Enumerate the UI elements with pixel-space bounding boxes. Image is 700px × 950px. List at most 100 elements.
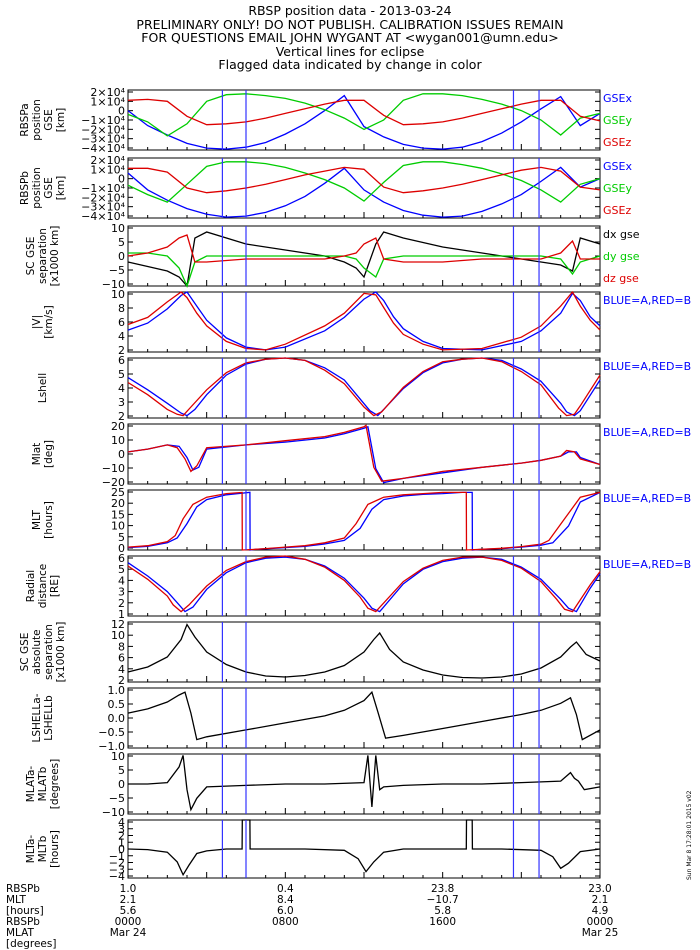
legend-entry: dx gse <box>603 228 640 241</box>
y-axis-label: RBSPa <box>19 103 31 136</box>
series-line-A <box>127 357 601 417</box>
y-tick-label: −10 <box>102 462 125 475</box>
y-axis-label: [hours] <box>49 830 61 868</box>
y-tick-label: 3 <box>118 396 125 409</box>
y-axis-label: GSE <box>43 177 55 198</box>
y-axis-label: [km] <box>55 108 67 133</box>
y-axis-label: LSHELLb <box>43 695 55 741</box>
series-line-GSEz <box>128 166 601 194</box>
series-line-dMlat <box>128 755 601 812</box>
footer-value: 4.9 <box>591 905 609 917</box>
y-axis-label: [km/s] <box>43 305 55 339</box>
y-axis-label: SC GSE <box>19 633 31 672</box>
y-axis-label: Mlat <box>31 443 43 466</box>
series-line-dL <box>127 690 601 741</box>
footer-value: 0000 <box>114 916 142 928</box>
y-axis-label: distance <box>37 564 49 609</box>
y-tick-label: 0 <box>118 542 125 555</box>
timestamp-stamp: Sun Mar 8 17:28:01 2015 v02 <box>686 790 693 881</box>
footer-value: Mar 24 <box>109 927 147 939</box>
y-tick-label: −3×10⁴ <box>81 201 125 214</box>
legend-entry: GSEx <box>603 92 632 105</box>
y-tick-label: 2×10⁴ <box>90 86 125 99</box>
y-tick-label: 1×10⁴ <box>90 95 125 108</box>
footer-value: 2.1 <box>591 894 609 906</box>
y-tick-label: −3×10⁴ <box>81 133 125 146</box>
y-tick-label: 4 <box>118 382 125 395</box>
legend-entry: GSEz <box>603 136 631 149</box>
series-line-dy-gse <box>128 252 601 288</box>
y-axis-label: Lshell <box>37 373 49 403</box>
series-line-B <box>127 555 601 613</box>
panel-frame <box>127 489 601 551</box>
series-line-A <box>127 291 601 351</box>
series-line-dMLT <box>127 819 601 877</box>
footer-row-label: MLAT <box>6 927 34 939</box>
title-line: PRELIMINARY ONLY! DO NOT PUBLISH. CALIBR… <box>136 16 564 32</box>
y-axis-label: SC GSE <box>25 237 37 276</box>
y-axis-label: MLATb <box>37 766 49 801</box>
y-tick-label: −4×10⁴ <box>81 142 125 155</box>
y-tick-label: 6 <box>118 552 125 565</box>
y-tick-label: 1 <box>118 608 125 621</box>
y-tick-label: −2×10⁴ <box>81 191 125 204</box>
footer-value: 6.0 <box>276 905 294 917</box>
y-axis-label: [RE] <box>49 575 61 597</box>
y-tick-label: 25 <box>111 486 125 499</box>
title-line: FOR QUESTIONS EMAIL JOHN WYGANT AT <wyga… <box>141 30 559 45</box>
y-tick-label: 0.5 <box>108 698 126 711</box>
series-line-dz-gse <box>127 234 600 263</box>
legend-entry: dy gse <box>603 250 640 263</box>
y-tick-label: 0 <box>118 843 125 856</box>
title-line: Vertical lines for eclipse <box>275 43 425 59</box>
legend-entry: BLUE=A,RED=B <box>603 360 691 373</box>
y-axis-label: absolute <box>31 629 43 674</box>
y-tick-label: 4 <box>118 816 125 829</box>
series-line-GSEy <box>127 93 601 137</box>
y-tick-label: 4 <box>118 330 125 343</box>
y-tick-label: 2 <box>118 410 125 423</box>
footer-value: 2.1 <box>119 894 137 906</box>
y-tick-label: −5 <box>109 792 125 805</box>
series-line-A <box>127 425 601 484</box>
y-tick-label: 15 <box>111 508 125 521</box>
y-tick-label: −2×10⁴ <box>81 123 125 136</box>
y-tick-label: 6 <box>118 652 125 665</box>
panel-frame <box>127 753 601 815</box>
y-tick-label: −1×10⁴ <box>81 182 125 195</box>
y-tick-label: 0 <box>118 448 125 461</box>
y-axis-label: position <box>31 167 43 209</box>
y-axis-label: GSE <box>43 109 55 130</box>
footer-row-label: MLT <box>6 894 26 906</box>
legend-entry: GSEz <box>603 204 631 217</box>
y-tick-label: 12 <box>111 618 125 631</box>
footer-value: 5.8 <box>434 905 451 917</box>
footer-row-label: RBSPb <box>6 916 40 928</box>
legend-entry: GSEy <box>603 182 632 195</box>
y-axis-label: MLTb <box>37 835 49 862</box>
y-tick-label: −10 <box>102 806 125 819</box>
legend-entry: GSEx <box>603 160 632 173</box>
series-line-B <box>127 357 601 417</box>
footer-value: 8.4 <box>276 894 294 906</box>
chart-title-block: RBSP position data - 2013-03-24 PRELIMINA… <box>0 4 700 72</box>
y-axis-label: separation <box>37 228 49 284</box>
series-line-B <box>127 491 601 551</box>
series-line-B <box>127 424 601 482</box>
footer-value: 0800 <box>271 916 299 928</box>
y-tick-label: −1×10⁴ <box>81 114 125 127</box>
y-tick-label: −2 <box>109 857 125 870</box>
title-line: Flagged data indicated by change in colo… <box>218 57 482 72</box>
y-axis-label: [deg] <box>43 440 55 468</box>
y-tick-label: −3 <box>109 863 125 876</box>
y-tick-label: −20 <box>102 476 125 489</box>
y-tick-label: 5 <box>118 236 125 249</box>
y-tick-label: 2 <box>118 344 125 357</box>
footer-value: 23.8 <box>430 883 455 895</box>
y-axis-label: RBSPb <box>19 171 31 205</box>
y-tick-label: 4 <box>118 663 125 676</box>
y-tick-label: 6 <box>118 316 125 329</box>
legend-entry: dz gse <box>603 272 639 285</box>
y-tick-label: 1×10⁴ <box>90 163 125 176</box>
y-tick-label: 20 <box>111 420 125 433</box>
